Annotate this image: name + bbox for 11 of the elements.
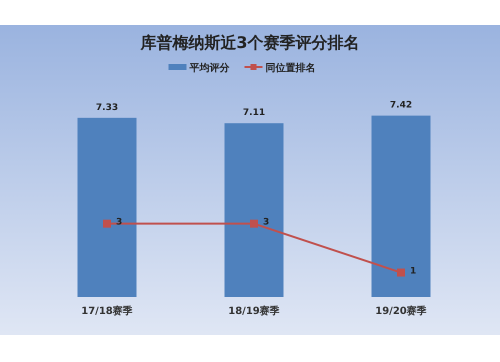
data-label: 7.33 bbox=[96, 102, 118, 113]
legend-label: 平均评分 bbox=[188, 62, 230, 74]
x-tick-label: 19/20赛季 bbox=[375, 305, 428, 317]
data-label: 1 bbox=[410, 266, 416, 277]
data-label: 3 bbox=[263, 218, 270, 228]
data-label: 7.11 bbox=[242, 108, 266, 118]
data-label: 7.42 bbox=[390, 100, 412, 111]
chart-title: 库普梅纳斯近3个赛季评分排名 bbox=[139, 33, 360, 52]
legend-label: 同位置排名 bbox=[266, 62, 316, 74]
x-tick-label: 18/19赛季 bbox=[228, 305, 281, 317]
x-tick-label: 17/18赛季 bbox=[81, 305, 134, 317]
